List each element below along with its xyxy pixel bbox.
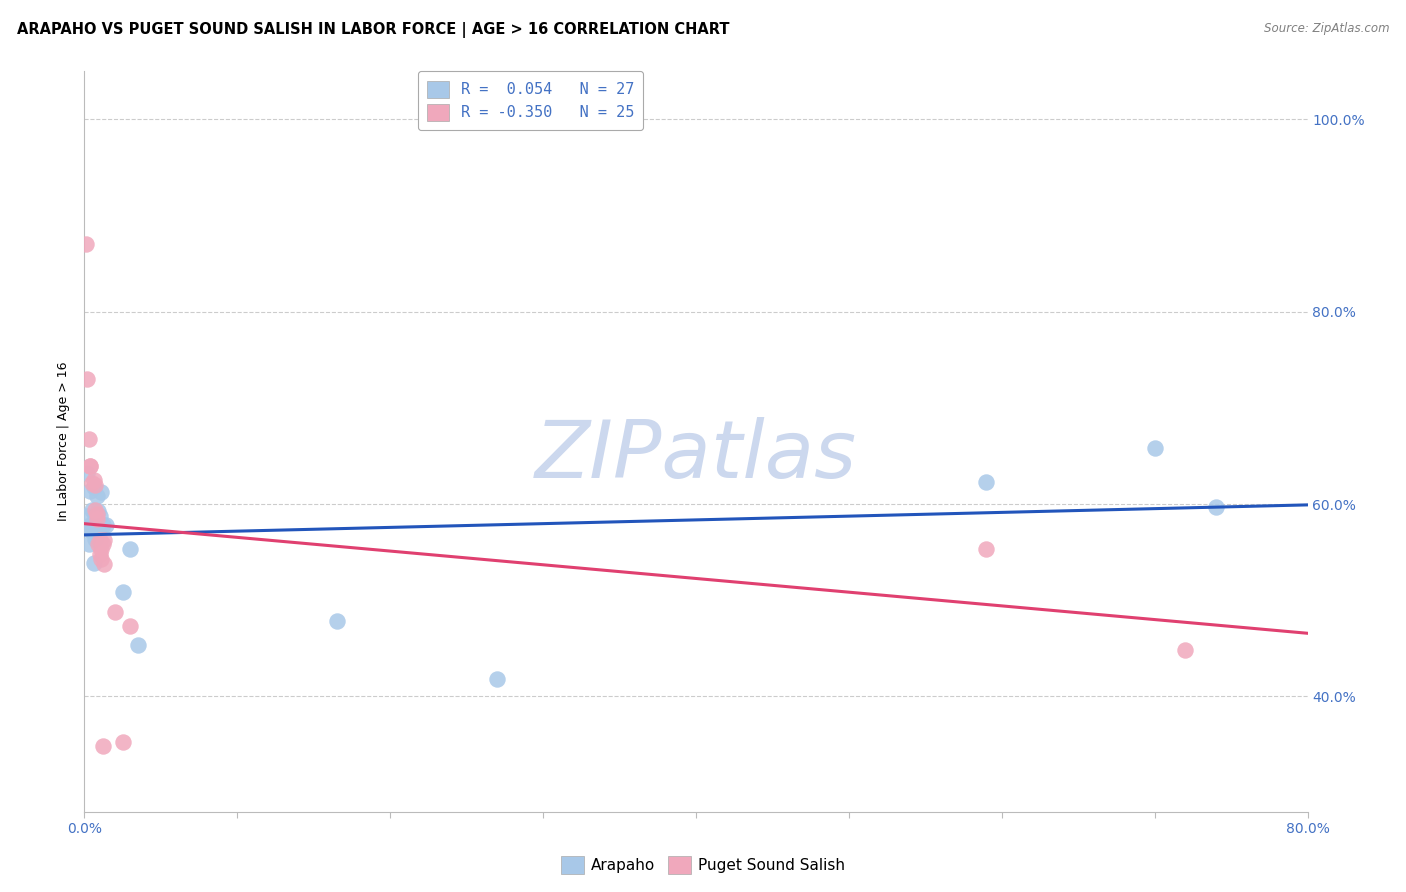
Point: [93, 533, 115, 547]
Point: [76, 372, 98, 386]
Point: [90, 552, 112, 566]
Point: [325, 615, 347, 629]
Point: [89, 533, 111, 547]
Point: [80, 475, 103, 490]
Point: [79, 458, 101, 473]
Point: [86, 489, 108, 503]
Point: [89, 547, 111, 561]
Point: [120, 542, 142, 557]
Text: ARAPAHO VS PUGET SOUND SALISH IN LABOR FORCE | AGE > 16 CORRELATION CHART: ARAPAHO VS PUGET SOUND SALISH IN LABOR F…: [17, 22, 730, 38]
Point: [79, 483, 101, 498]
Point: [79, 518, 101, 533]
Point: [84, 508, 107, 523]
Point: [87, 523, 110, 537]
Point: [127, 639, 149, 653]
Point: [76, 522, 98, 536]
Point: [94, 518, 117, 533]
Text: Source: ZipAtlas.com: Source: ZipAtlas.com: [1264, 22, 1389, 36]
Point: [111, 585, 134, 599]
Point: [89, 508, 111, 523]
Point: [77, 432, 100, 446]
Point: [79, 458, 101, 473]
Point: [84, 478, 107, 492]
Point: [75, 508, 97, 523]
Point: [91, 537, 114, 551]
Text: ZIPatlas: ZIPatlas: [534, 417, 858, 495]
Point: [120, 619, 142, 633]
Point: [83, 480, 105, 494]
Point: [91, 518, 114, 533]
Point: [111, 734, 134, 748]
Point: [83, 556, 105, 570]
Point: [75, 237, 97, 252]
Point: [83, 473, 105, 487]
Point: [76, 467, 98, 481]
Point: [91, 739, 114, 754]
Legend: R =  0.054   N = 27, R = -0.350   N = 25: R = 0.054 N = 27, R = -0.350 N = 25: [418, 71, 644, 130]
Point: [486, 672, 509, 686]
Point: [976, 542, 998, 557]
Point: [1174, 643, 1197, 657]
Legend: Arapaho, Puget Sound Salish: Arapaho, Puget Sound Salish: [554, 850, 852, 880]
Point: [90, 542, 112, 557]
Point: [77, 537, 100, 551]
Point: [976, 475, 998, 489]
Y-axis label: In Labor Force | Age > 16: In Labor Force | Age > 16: [58, 362, 70, 521]
Point: [104, 605, 127, 619]
Point: [1143, 442, 1166, 456]
Point: [1205, 500, 1227, 514]
Point: [86, 507, 108, 521]
Point: [93, 557, 115, 571]
Point: [86, 512, 108, 526]
Point: [84, 532, 107, 546]
Point: [87, 537, 110, 551]
Point: [80, 503, 103, 517]
Point: [84, 503, 107, 517]
Point: [90, 484, 112, 499]
Point: [87, 504, 110, 518]
Point: [80, 524, 103, 538]
